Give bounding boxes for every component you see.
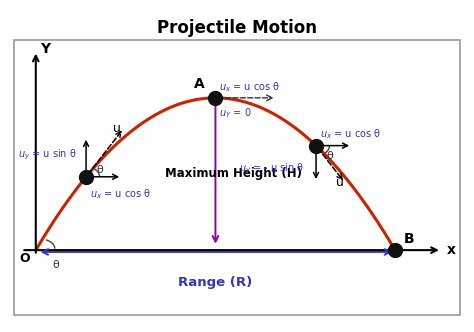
Text: Y: Y [40,42,50,56]
Text: $u_x$ = u cos θ: $u_x$ = u cos θ [219,80,280,94]
Text: x: x [447,243,456,257]
Text: A: A [194,77,205,91]
Text: θ: θ [52,260,59,270]
Text: B: B [404,232,415,246]
Text: θ: θ [326,151,333,161]
Title: Projectile Motion: Projectile Motion [157,19,317,37]
Text: θ: θ [96,165,103,175]
Point [212,95,219,101]
Text: Range (R): Range (R) [178,276,253,289]
Text: O: O [20,252,30,265]
Text: u: u [336,176,344,190]
Point [392,247,399,253]
Point [312,143,320,148]
Text: $u_Y$ = 0: $u_Y$ = 0 [219,106,252,120]
Text: Maximum Height (H): Maximum Height (H) [165,168,302,181]
Text: u: u [113,122,121,135]
Text: $u_y$ = u sin θ: $u_y$ = u sin θ [18,148,76,162]
Text: $u_x$ = u cos θ: $u_x$ = u cos θ [90,187,151,201]
Text: $u_y$ = - u sin θ: $u_y$ = - u sin θ [239,162,304,176]
Text: $u_x$ = u cos θ: $u_x$ = u cos θ [319,127,381,141]
Point [82,174,90,180]
